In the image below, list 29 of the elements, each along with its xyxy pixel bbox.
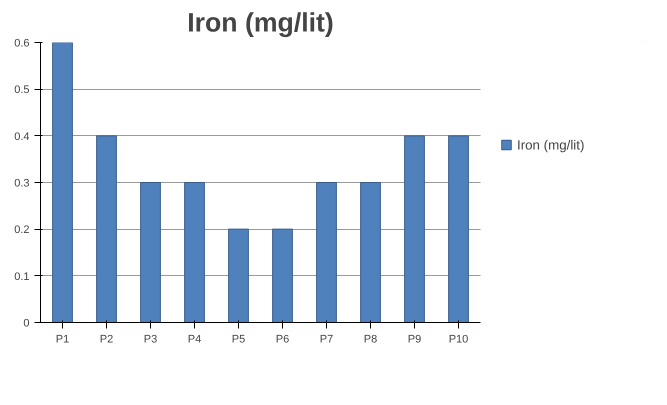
y-tick-label: 0.6 (14, 38, 30, 50)
bar (140, 182, 161, 322)
bar (360, 182, 381, 322)
x-tick-label: P2 (100, 334, 114, 346)
x-tick-label: P5 (232, 334, 246, 346)
y-tick-label: 0.4 (14, 130, 30, 143)
chart-title: Iron (mg/lit) (187, 8, 334, 38)
x-tick-label: P7 (320, 334, 334, 346)
bar (184, 182, 205, 322)
y-tick-label: 0.2 (14, 224, 30, 236)
x-tick-label: P8 (364, 334, 378, 346)
x-tick-label: P1 (56, 334, 70, 346)
bar (448, 135, 469, 322)
x-tick-label: P4 (188, 334, 202, 346)
bar (228, 228, 249, 322)
legend-label: Iron (mg/lit) (517, 137, 586, 152)
x-tick-label: P6 (276, 334, 290, 346)
x-tick-label: P10 (448, 334, 468, 346)
bar (96, 135, 117, 322)
bar (52, 42, 73, 322)
bar (404, 135, 425, 322)
y-tick-label: 0.5 (14, 84, 30, 96)
x-tick-label: P9 (408, 334, 422, 346)
y-tick-label: 0.3 (14, 178, 30, 190)
bar (272, 228, 293, 322)
bar (316, 182, 337, 322)
y-tick-label: 0 (23, 318, 30, 330)
y-tick-label: 0.1 (14, 270, 30, 283)
x-tick-label: P3 (144, 334, 158, 346)
